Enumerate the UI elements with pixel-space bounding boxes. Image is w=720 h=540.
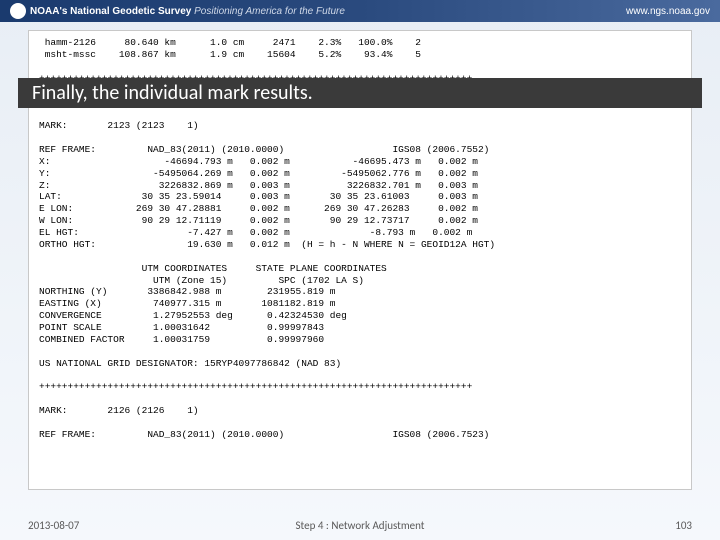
mark2-ref: REF FRAME: NAD_83(2011) (2010.0000) IGS0… bbox=[39, 429, 489, 440]
mark2-header: MARK: 2126 (2126 1) bbox=[39, 405, 199, 416]
callout-text: Finally, the individual mark results. bbox=[32, 81, 313, 105]
usng-line: US NATIONAL GRID DESIGNATOR: 15RYP409778… bbox=[39, 358, 341, 369]
header-url: www.ngs.noaa.gov bbox=[626, 6, 710, 17]
footer-page: 103 bbox=[675, 519, 692, 532]
footer: 2013-08-07 Step 4 : Network Adjustment 1… bbox=[0, 519, 720, 532]
header-dept: National Geodetic Survey bbox=[70, 6, 191, 17]
noaa-logo-icon bbox=[10, 3, 26, 19]
mark1-body: REF FRAME: NAD_83(2011) (2010.0000) IGS0… bbox=[39, 144, 495, 250]
header-tagline: Positioning America for the Future bbox=[194, 6, 345, 17]
top-table: hamm-2126 80.640 km 1.0 cm 2471 2.3% 100… bbox=[39, 37, 421, 60]
callout-banner: Finally, the individual mark results. bbox=[18, 78, 702, 108]
header-org: NOAA's bbox=[30, 6, 67, 17]
header-left: NOAA's National Geodetic Survey Position… bbox=[10, 3, 345, 19]
header-title: NOAA's National Geodetic Survey Position… bbox=[30, 6, 345, 17]
footer-date: 2013-08-07 bbox=[28, 519, 79, 532]
footer-step: Step 4 : Network Adjustment bbox=[296, 519, 425, 532]
mark1-coords: UTM COORDINATES STATE PLANE COORDINATES … bbox=[39, 263, 387, 345]
mark1-header: MARK: 2123 (2123 1) bbox=[39, 120, 199, 131]
header-bar: NOAA's National Geodetic Survey Position… bbox=[0, 0, 720, 22]
divider-2: ++++++++++++++++++++++++++++++++++++++++… bbox=[39, 381, 472, 392]
